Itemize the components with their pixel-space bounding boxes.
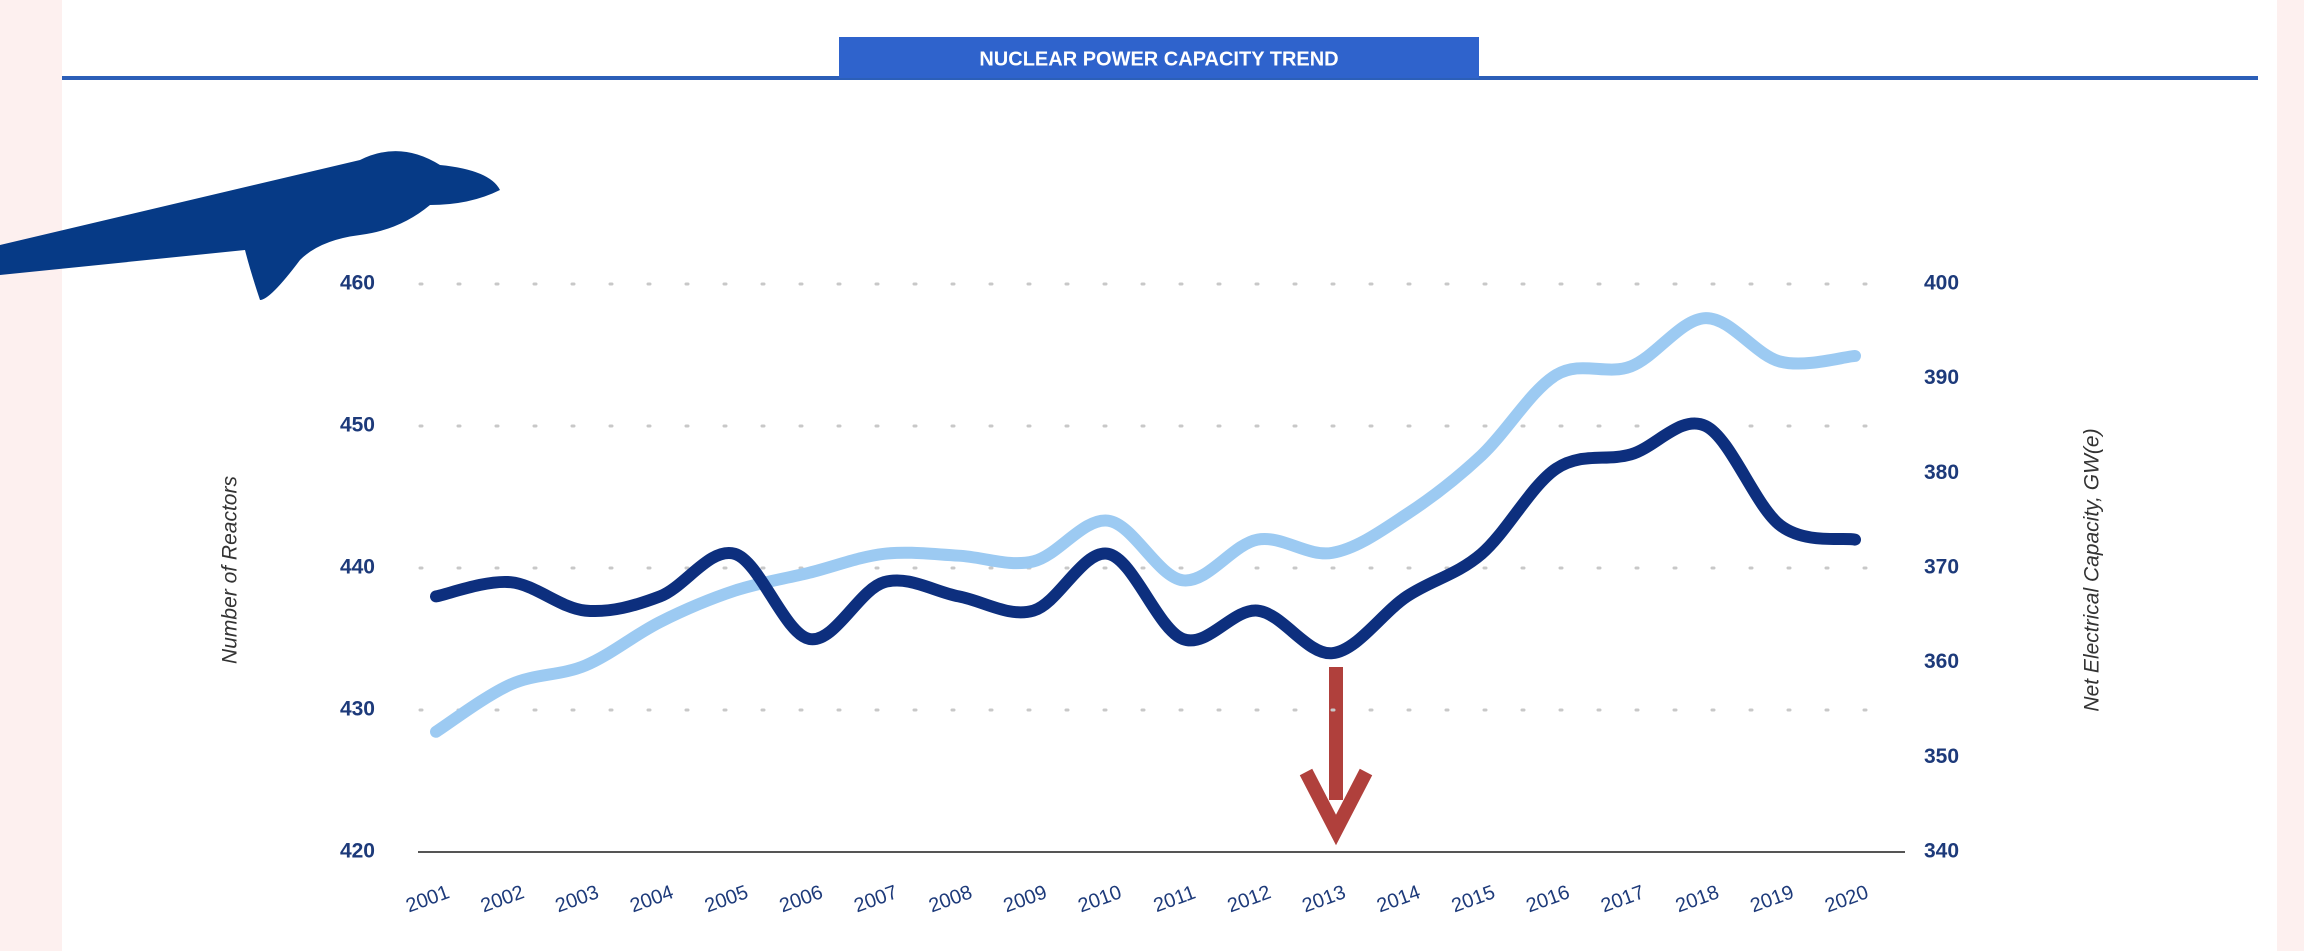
y-axis-title: Number of Reactors [219,476,242,664]
y2-axis-title: Net Electrical Capacity, GW(e) [2081,428,2104,711]
y-tick-label: 440 [340,556,375,579]
y2-tick-label: 400 [1924,272,1959,295]
series-line [430,312,1861,738]
title-box [839,37,1479,78]
pointer-hand [0,151,500,300]
y2-tick-label: 360 [1924,650,1959,673]
y2-tick-label: 370 [1924,556,1959,579]
y2-tick-label: 390 [1924,366,1959,389]
red-arrow-head [1299,768,1373,846]
y-tick-label: 430 [340,698,375,721]
panel [62,0,2277,951]
y-tick-label: 420 [340,840,375,863]
chart-title: NUCLEAR POWER CAPACITY TREND [979,48,1338,70]
series-line [430,417,1861,660]
y2-tick-label: 380 [1924,461,1959,484]
y2-tick-label: 350 [1924,745,1959,768]
y2-tick-label: 340 [1924,840,1959,863]
y-tick-label: 460 [340,272,375,295]
y-tick-label: 450 [340,414,375,437]
